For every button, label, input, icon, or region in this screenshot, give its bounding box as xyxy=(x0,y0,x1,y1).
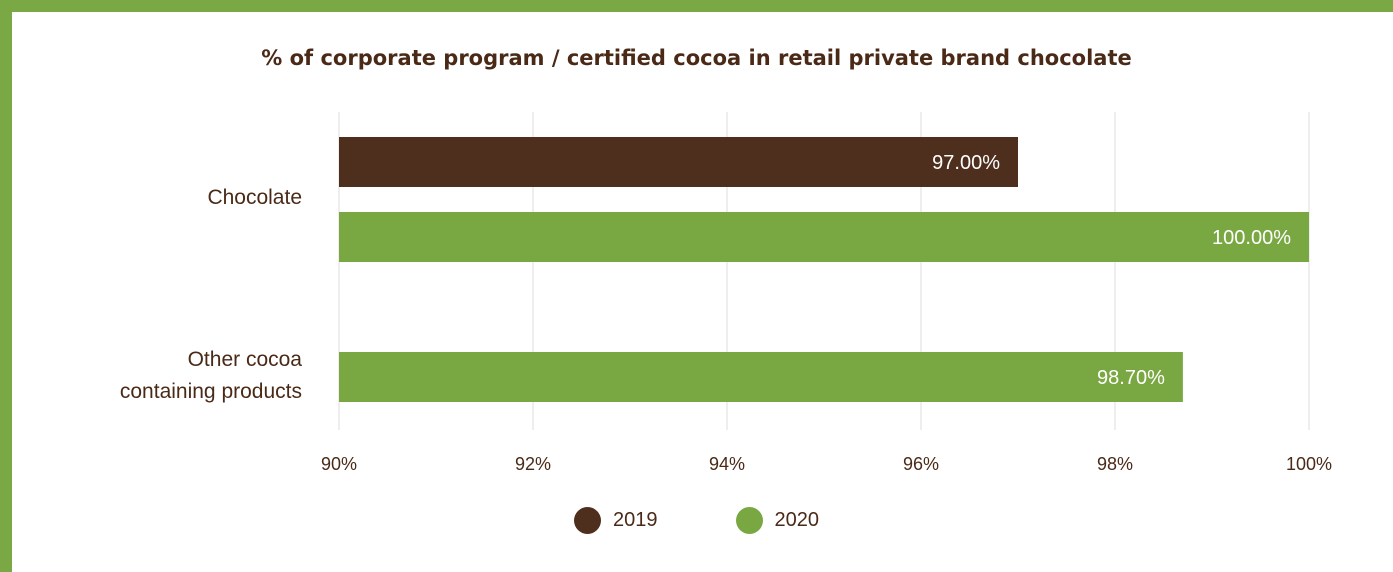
bars: 97.00% 100.00% 98.70% xyxy=(339,137,1309,402)
x-tick-label: 92% xyxy=(515,454,551,474)
data-label: 100.00% xyxy=(1212,227,1291,249)
data-label: 97.00% xyxy=(932,152,1000,174)
x-axis-ticks: 90% 92% 94% 96% 98% 100% xyxy=(321,454,1332,474)
x-tick-label: 96% xyxy=(903,454,939,474)
legend: 2019 2020 xyxy=(0,507,1393,534)
x-tick-label: 90% xyxy=(321,454,357,474)
category-label: Other cocoa xyxy=(188,348,303,371)
x-tick-label: 98% xyxy=(1097,454,1133,474)
data-label: 98.70% xyxy=(1097,367,1165,389)
x-tick-label: 100% xyxy=(1286,454,1332,474)
legend-item-2019: 2019 xyxy=(574,507,658,534)
legend-label-2019: 2019 xyxy=(613,509,658,531)
category-label: Chocolate xyxy=(207,186,302,209)
legend-swatch-2020 xyxy=(735,507,763,534)
bar-2020 xyxy=(339,352,1183,402)
bar-2019 xyxy=(339,137,1018,187)
chart-title: % of corporate program / certified cocoa… xyxy=(261,46,1132,70)
x-tick-label: 94% xyxy=(709,454,745,474)
category-labels: Chocolate Other cocoa containing products xyxy=(120,186,302,403)
chart-panel xyxy=(12,12,1393,572)
legend-swatch-2019 xyxy=(574,507,601,534)
category-label: containing products xyxy=(120,380,302,403)
legend-item-2020: 2020 xyxy=(735,507,820,534)
legend-label-2020: 2020 xyxy=(774,509,820,531)
bar-2020 xyxy=(339,212,1309,262)
